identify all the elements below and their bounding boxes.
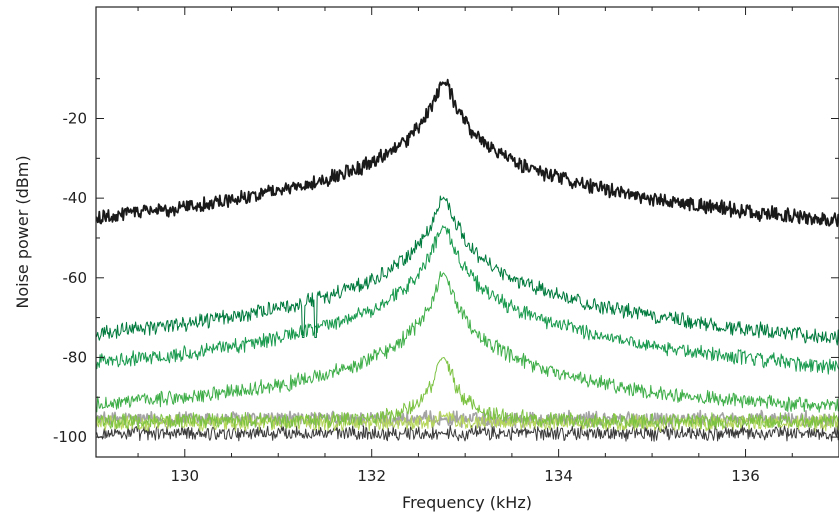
- spectrum-series-line: [96, 195, 839, 346]
- plot-frame: [95, 6, 839, 458]
- y-axis-title: Noise power (dBm): [13, 155, 32, 308]
- y-tick-label: -20: [63, 110, 88, 128]
- spectrum-series-line: [96, 225, 839, 375]
- series-layer: [96, 78, 839, 442]
- x-tick-label: 130: [170, 467, 199, 485]
- y-tick-label: -60: [63, 269, 88, 287]
- spectrum-series-line: [96, 424, 839, 442]
- spectrum-series-line: [96, 357, 839, 430]
- y-tick-label: -40: [63, 189, 88, 207]
- y-tick-label: -80: [63, 348, 88, 366]
- x-axis-title: Frequency (kHz): [402, 493, 532, 512]
- spectrum-series-line: [96, 271, 839, 413]
- y-tick-label: -100: [53, 428, 87, 446]
- x-tick-label: 132: [357, 467, 386, 485]
- tick-layer: 130 132 134 136 -100 -80 -60 -40 -20: [53, 7, 839, 485]
- spectrum-series-line: [96, 78, 839, 228]
- x-tick-label: 136: [731, 467, 760, 485]
- x-tick-label: 134: [544, 467, 573, 485]
